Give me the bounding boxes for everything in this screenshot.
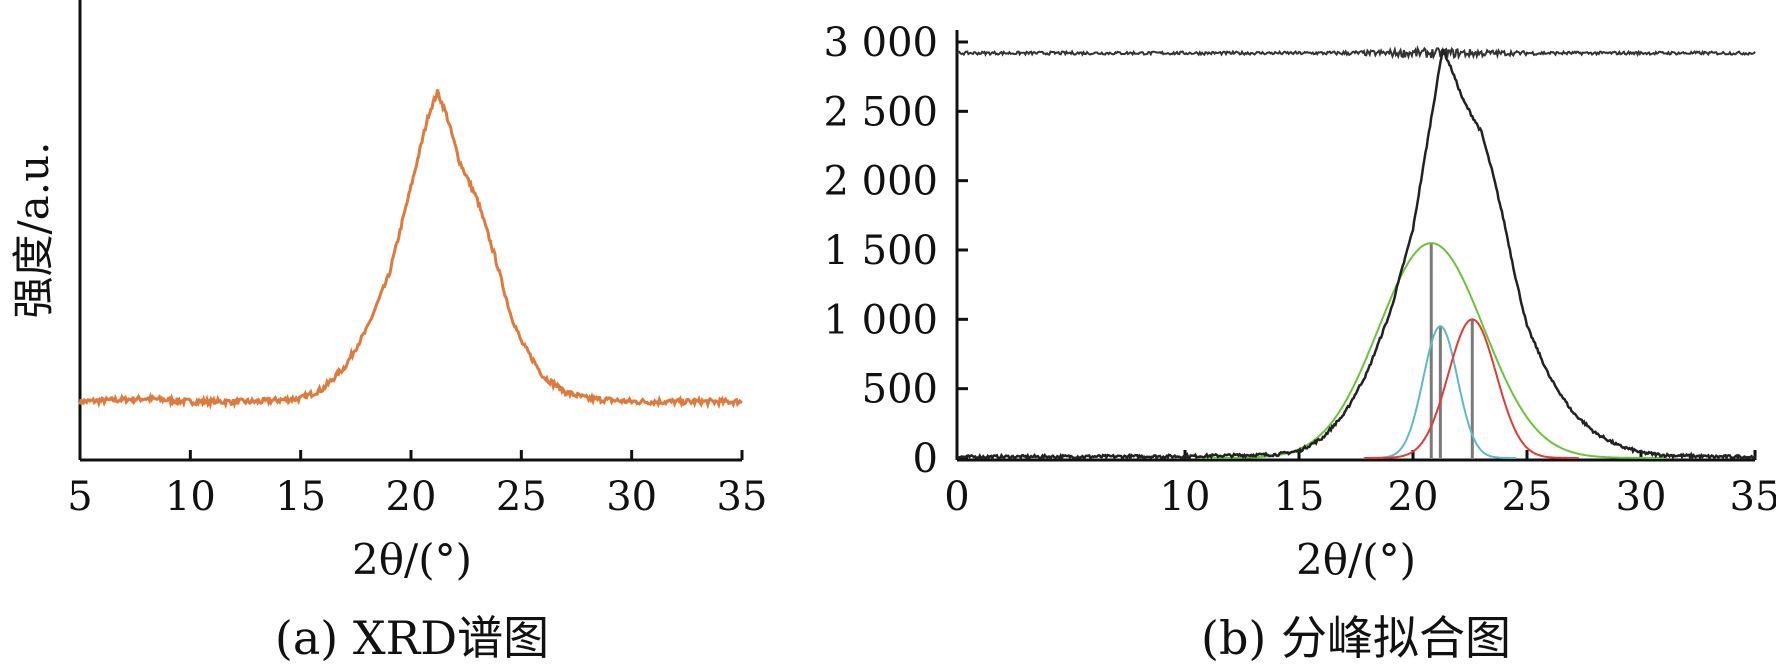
x-tick-label: 0	[944, 474, 969, 520]
y-tick-label: 1 500	[823, 228, 938, 274]
x-tick-label: 30	[1616, 474, 1667, 520]
panel-b-caption: (b) 分峰拟合图	[1201, 611, 1511, 665]
y-tick-label: 0	[913, 436, 938, 482]
x-tick-label: 35	[1730, 474, 1776, 520]
x-tick-label: 20	[386, 474, 437, 520]
x-tick-label: 15	[1274, 474, 1325, 520]
panel-a: 5 10 15 20 25 30 35 2θ/(°) 强度/a.u. (a) XRD谱图	[9, 0, 767, 665]
y-tick-label: 1 000	[823, 297, 938, 343]
panel-a-caption: (a) XRD谱图	[275, 611, 549, 665]
x-tick-label: 25	[1502, 474, 1553, 520]
x-tick-label: 30	[606, 474, 657, 520]
x-ticks: 5 10 15 20 25 30 35	[67, 450, 767, 520]
panel-b: 0 10 15 20 25 30 35 0 500 1 000 1 500 2 000 2 500 3 …	[823, 20, 1776, 665]
x-axis-label: 2θ/(°)	[1296, 535, 1416, 584]
x-tick-label: 15	[275, 474, 326, 520]
x-axis-label: 2θ/(°)	[352, 535, 472, 584]
fit-peak-curve	[1364, 318, 1579, 459]
x-tick-label: 10	[1160, 474, 1211, 520]
measured-line	[956, 48, 1757, 462]
x-tick-label: 35	[717, 474, 768, 520]
y-tick-label: 500	[862, 367, 938, 413]
y-tick-label: 2 500	[823, 89, 938, 135]
y-axis-label: 强度/a.u.	[9, 142, 58, 319]
y-tick-label: 2 000	[823, 159, 938, 205]
x-ticks: 0 10 15 20 25 30 35	[944, 450, 1776, 520]
fit-peak-curve	[1363, 325, 1517, 459]
y-tick-label: 3 000	[823, 20, 938, 66]
y-ticks: 0 500 1 000 1 500 2 000 2 500 3 000	[823, 20, 968, 482]
xrd-pattern-line	[78, 89, 743, 410]
x-tick-label: 25	[496, 474, 547, 520]
x-tick-label: 20	[1388, 474, 1439, 520]
x-tick-label: 10	[165, 474, 216, 520]
residual-line	[956, 44, 1756, 61]
x-tick-label: 5	[67, 474, 92, 520]
